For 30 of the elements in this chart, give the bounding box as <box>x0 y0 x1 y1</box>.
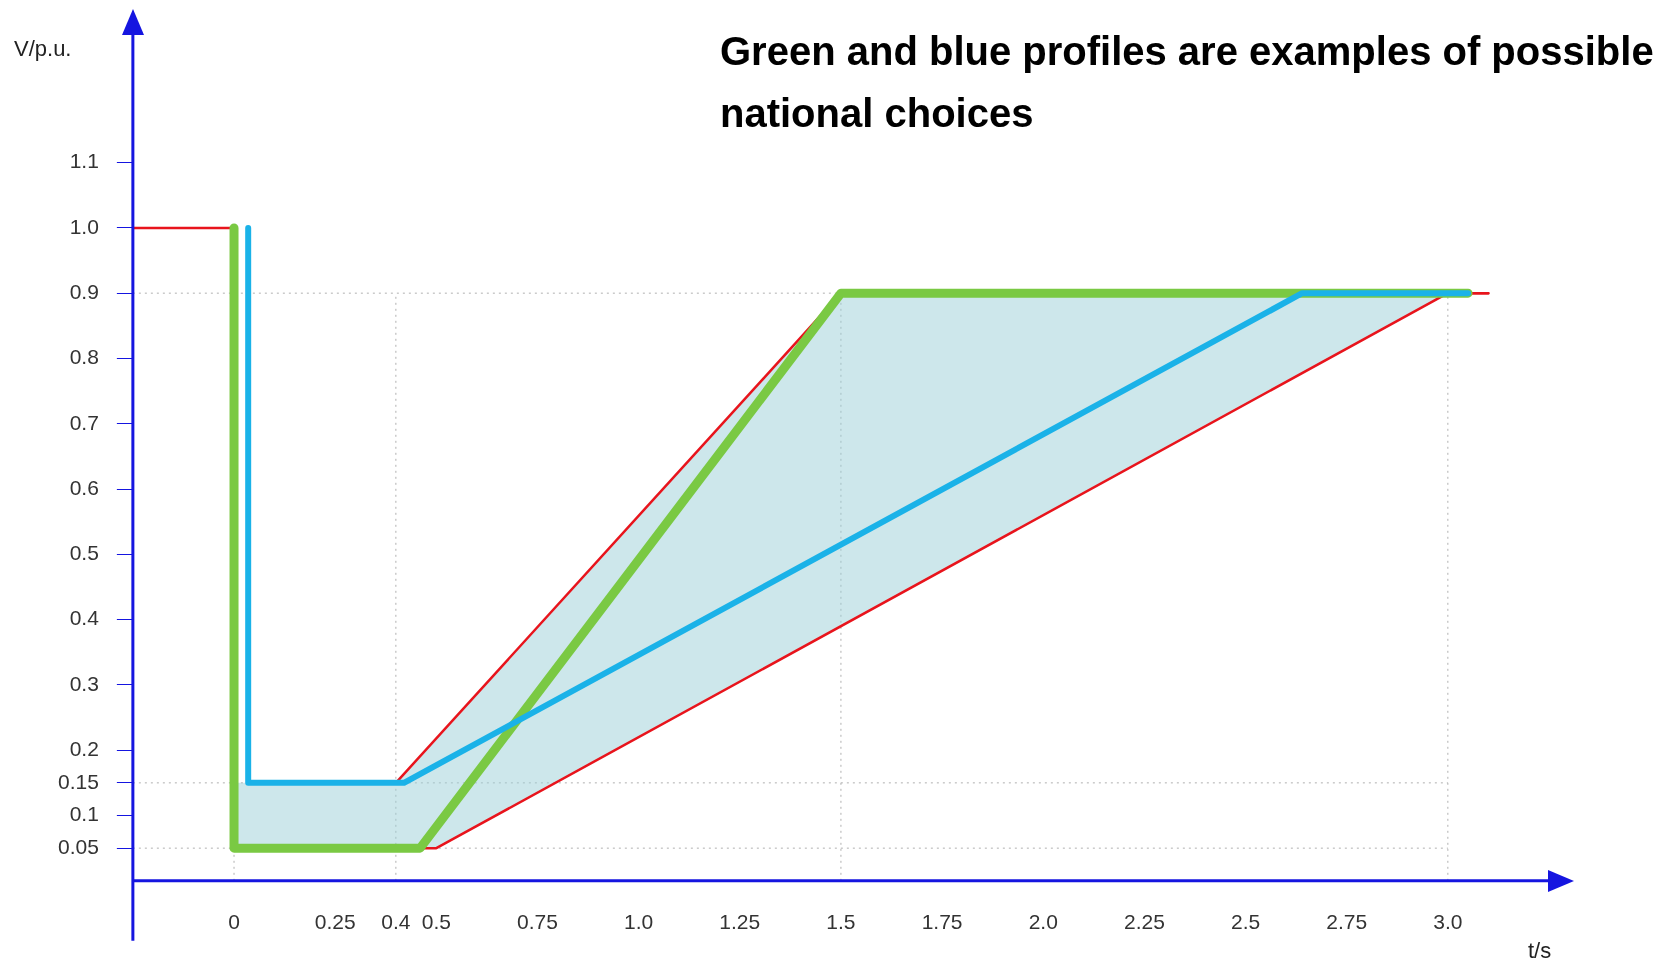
y-tick-label: 1.0 <box>69 214 99 238</box>
y-tick-label: 0.6 <box>69 475 99 499</box>
y-axis-title: V/p.u. <box>14 36 72 62</box>
x-axis-title: t/s <box>1528 938 1552 964</box>
y-tick-label: 0.15 <box>58 769 99 793</box>
x-tick-label: 1.25 <box>719 910 761 934</box>
x-tick-label: 1.0 <box>624 910 654 934</box>
x-tick-label: 1.75 <box>921 910 963 934</box>
x-tick-label: 1.5 <box>826 910 856 934</box>
x-tick-label: 2.5 <box>1230 910 1261 934</box>
y-tick-label: 0.05 <box>58 834 99 858</box>
y-tick-label: 0.1 <box>69 802 99 826</box>
y-tick-label: 1.1 <box>69 149 99 173</box>
y-tick-label: 0.9 <box>69 279 99 303</box>
y-tick-label: 0.3 <box>69 671 99 695</box>
y-tick-label: 0.2 <box>69 737 99 761</box>
text: Green and blue profiles are examples of possible national choices <box>720 28 1655 137</box>
x-tick-label: 0 <box>228 910 240 934</box>
x-tick-label: 2.25 <box>1123 910 1165 934</box>
y-tick-label: 0.7 <box>69 410 99 434</box>
y-tick-label: 0.5 <box>69 541 99 565</box>
x-tick-label: 0.75 <box>517 910 558 934</box>
y-tick-label: 0.8 <box>69 345 99 369</box>
x-tick-label: 0.4 <box>381 910 411 934</box>
x-tick-label: 0.25 <box>314 910 356 934</box>
x-tick-label: 3.0 <box>1433 910 1463 934</box>
x-tick-label: 0.5 <box>421 910 451 934</box>
x-tick-label: 2.75 <box>1326 910 1368 934</box>
y-tick-label: 0.4 <box>69 606 100 630</box>
x-tick-label: 2.0 <box>1028 910 1058 934</box>
